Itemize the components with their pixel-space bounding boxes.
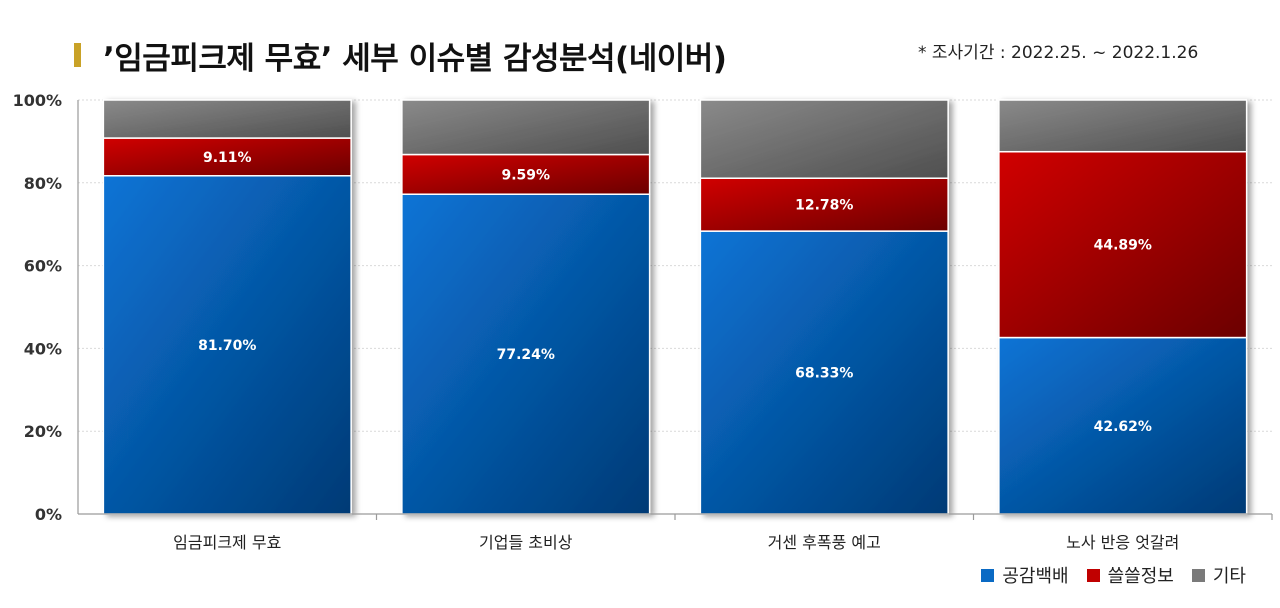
legend-swatch-icon (1086, 568, 1100, 582)
bar-group (401, 99, 651, 515)
data-label: 9.59% (501, 167, 550, 183)
legend-item-other: 기타 (1191, 562, 1246, 588)
legend-label: 공감백배 (1002, 566, 1069, 587)
bar-segment-negative (401, 153, 651, 195)
y-tick-label: 20% (24, 422, 62, 441)
data-label: 77.24% (497, 347, 555, 363)
bar-group (102, 99, 352, 515)
survey-period: * 조사기간 : 2022.25. ~ 2022.1.26 (918, 43, 1199, 63)
data-label: 12.78% (795, 198, 853, 214)
legend-label: 쓸쓸정보 (1107, 566, 1174, 587)
y-tick-label: 60% (24, 257, 62, 276)
bar-segment-negative (102, 137, 352, 177)
bar-segment-positive (998, 336, 1248, 515)
legend-item-negative: 쓸쓸정보 (1086, 562, 1174, 588)
y-tick-label: 100% (13, 91, 62, 110)
chart-title-area: ’임금피크제 무효’ 세부 이슈별 감성분석(네이버) (74, 30, 727, 80)
bar-group (998, 99, 1248, 515)
bar-segment-other (699, 99, 949, 179)
chart-title: ’임금피크제 무효’ 세부 이슈별 감성분석(네이버) (103, 40, 727, 77)
title-bar-icon (74, 43, 81, 67)
data-label: 9.11% (203, 150, 252, 166)
legend-item-positive: 공감백배 (981, 562, 1069, 588)
legend-label: 기타 (1212, 566, 1246, 587)
bar-segment-other (998, 99, 1248, 153)
legend-swatch-icon (981, 568, 995, 582)
bar-group (699, 99, 949, 515)
bar-segment-other (102, 99, 352, 139)
y-tick-label: 40% (24, 339, 62, 358)
bar-segment-positive (401, 193, 651, 515)
data-label: 68.33% (795, 366, 853, 382)
data-label: 42.62% (1094, 419, 1152, 435)
bar-segment-negative (998, 150, 1248, 339)
x-tick-label: 거센 후폭풍 예고 (768, 533, 881, 552)
x-tick-label: 기업들 초비상 (479, 533, 573, 552)
legend-swatch-icon (1191, 568, 1205, 582)
legend: 공감백배 쓸쓸정보 기타 (963, 562, 1246, 588)
bar-segment-positive (699, 230, 949, 515)
bar-segment-positive (102, 175, 352, 515)
y-tick-label: 80% (24, 174, 62, 193)
x-tick-label: 노사 반응 엇갈려 (1066, 533, 1179, 552)
y-tick-label: 0% (35, 505, 62, 524)
x-tick-label: 임금피크제 무효 (173, 533, 281, 552)
data-label: 81.70% (198, 338, 256, 354)
data-label: 44.89% (1094, 238, 1152, 254)
bar-segment-other (401, 99, 651, 156)
